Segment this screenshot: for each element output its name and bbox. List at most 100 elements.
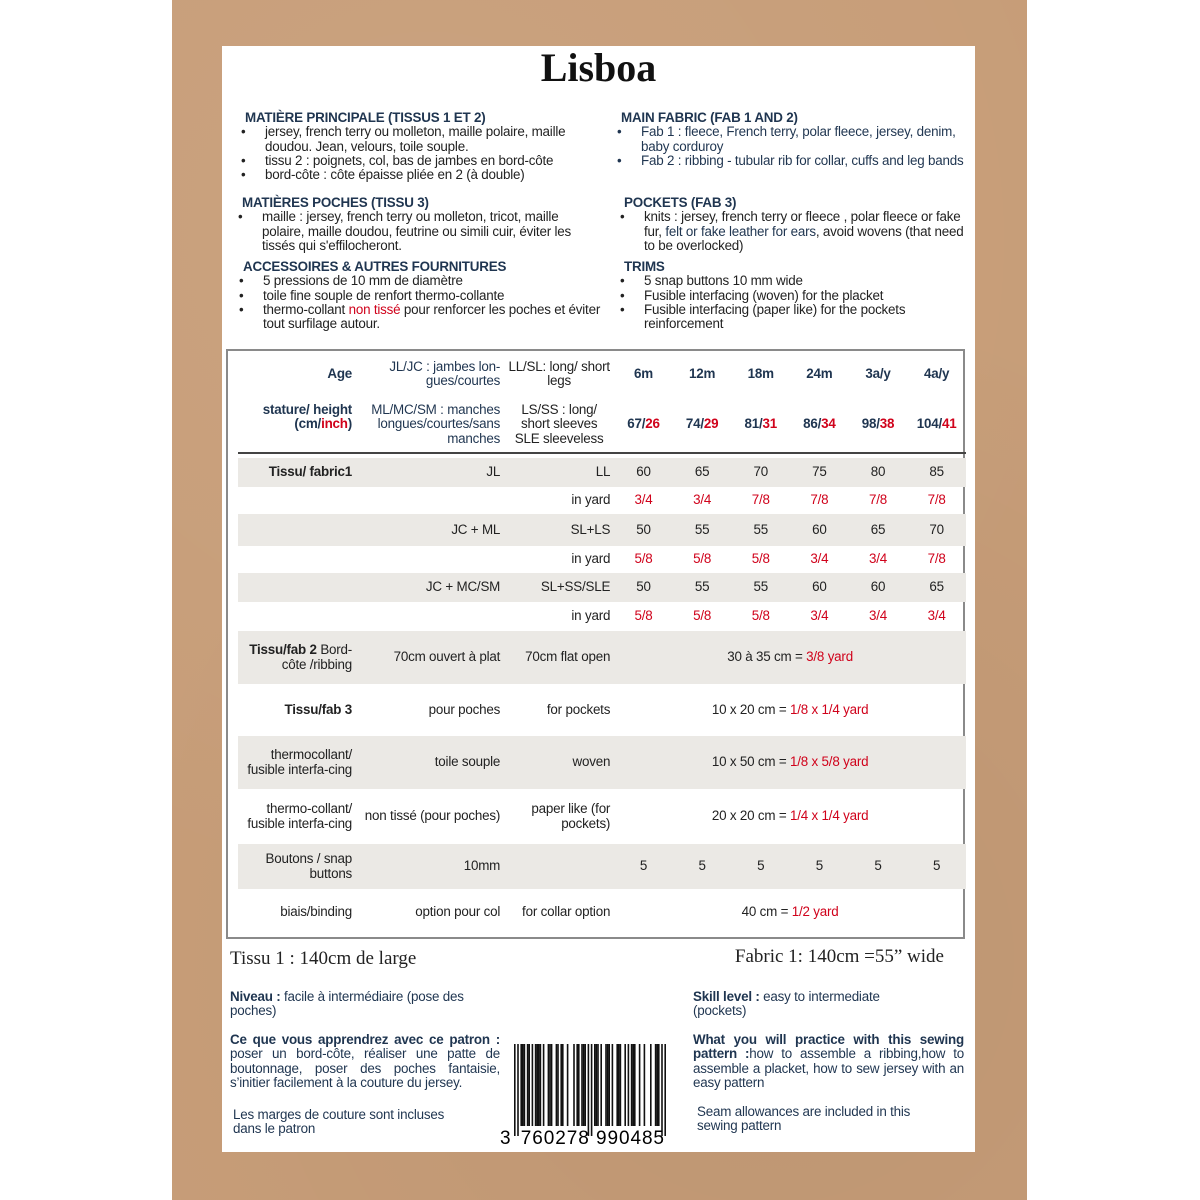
en-detail: for collar option — [522, 903, 611, 919]
row-label: Tissu/fab 3 — [284, 701, 353, 717]
cm-value: 60 — [848, 573, 908, 602]
fr-detail: non tissé (pour poches) — [364, 808, 501, 824]
barcode-bar — [526, 1044, 529, 1126]
row-label — [238, 573, 357, 602]
barcode-bar — [576, 1044, 578, 1126]
barcode-bar — [539, 1044, 542, 1126]
table-row: thermocollant/ fusible interfa-cing toile… — [238, 736, 966, 789]
en-detail: 70cm flat open — [504, 631, 615, 684]
yard-value: 3/4 — [869, 608, 888, 624]
heading: MATIÈRE PRINCIPALE (TISSUS 1 ET 2) — [245, 110, 486, 125]
barcode-bar — [661, 1044, 663, 1136]
heading: ACCESSOIRES & AUTRES FOURNITURES — [243, 259, 507, 274]
table-row: thermo-collant/ fusible interfa-cing non … — [238, 789, 966, 844]
barcode-bar — [520, 1044, 522, 1126]
table-row: JC + MC/SM SL+SS/SLE 50 55 55 60 60 65 — [238, 573, 966, 602]
barcode-bar — [590, 1044, 593, 1136]
barcode-bar — [656, 1044, 658, 1126]
heading: TRIMS — [624, 259, 665, 274]
barcode-bar — [619, 1044, 622, 1126]
table-row: Tissu/fab 3 pour poches for pockets 10 x 20… — [238, 684, 966, 736]
barcode-bar — [547, 1044, 550, 1126]
barcode-bar — [643, 1044, 646, 1126]
row-label: Boutons / snap buttons — [238, 844, 357, 889]
barcode-bar — [582, 1044, 585, 1126]
fabric-width-fr: Tissu 1 : 140cm de large — [230, 948, 417, 969]
heading: MAIN FABRIC (FAB 1 AND 2) — [621, 110, 798, 125]
button-count: 5 — [790, 844, 849, 889]
pattern-sheet: Lisboa MATIÈRE PRINCIPALE (TISSUS 1 ET 2… — [222, 46, 975, 1152]
barcode-bar — [557, 1044, 559, 1126]
yard-value: 7/8 — [751, 492, 770, 508]
text: , avoid wovens (that need to be overlock… — [644, 223, 964, 253]
barcode-bar — [522, 1044, 524, 1126]
yard-value: 3/4 — [810, 551, 829, 567]
row-label — [238, 546, 356, 573]
text: pour renforcer les poches et éviter tout… — [263, 301, 601, 332]
highlight-text: felt or fake leather for ears — [665, 223, 816, 239]
row-label — [238, 487, 356, 514]
barcode-bar — [542, 1044, 545, 1126]
fr-detail: 70cm ouvert à plat — [356, 631, 505, 684]
barcode-bar — [638, 1044, 641, 1126]
cm-value: 75 — [790, 458, 849, 487]
en-variant: SL+SS/SLE — [504, 573, 615, 602]
legend-fr-sleeves: ML/MC/SM : manches longues/courtes/sans … — [356, 397, 505, 454]
fr-detail: toile souple — [356, 736, 505, 789]
size-header: 3a/y — [865, 365, 891, 381]
yard-value: 3/4 — [634, 492, 653, 508]
list-item: jersey, french terry ou molleton, maille… — [241, 125, 601, 154]
yard-value: 5/8 — [693, 551, 712, 567]
level-fr: Niveau : facile à intermédiaire (pose de… — [230, 989, 464, 1019]
button-count: 5 — [731, 844, 791, 889]
yard-value: 7/8 — [927, 551, 946, 567]
size-header: 18m — [747, 365, 774, 381]
barcode-bar — [624, 1044, 626, 1126]
barcode-bar — [549, 1044, 551, 1126]
yard-value: 3/4 — [869, 551, 888, 567]
barcode-bar — [630, 1044, 633, 1126]
fr-detail: option pour col — [415, 903, 501, 919]
yard-label: in yard — [571, 492, 611, 508]
cm-value: 70 — [731, 458, 791, 487]
fr-variant: JC + MC/SM — [356, 573, 505, 602]
list-item: maille : jersey, french terry ou molleto… — [238, 210, 588, 253]
section-main-fabric: MAIN FABRIC (FAB 1 AND 2) Fab 1 : fleece… — [617, 110, 977, 168]
list-item: toile fine souple de renfort thermo-coll… — [239, 288, 609, 303]
yard-label: in yard — [571, 608, 611, 624]
yard-value: 7/8 — [927, 492, 946, 508]
cm-value: 70 — [907, 514, 966, 546]
barcode-bar — [528, 1044, 530, 1126]
barcode-bar — [618, 1044, 620, 1126]
barcode-bar — [560, 1044, 562, 1126]
row-label: Tissu/ fabric1 — [238, 458, 357, 487]
barcode-bar — [594, 1044, 596, 1126]
table-row: Boutons / snap buttons 10mm 5 5 5 5 5 5 — [238, 844, 966, 889]
yard-value: 3/4 — [927, 608, 946, 624]
yard-value: 5/8 — [751, 608, 770, 624]
heading: MATIÈRES POCHES (TISSU 3) — [242, 195, 429, 210]
barcode-bar — [595, 1044, 598, 1126]
barcode-bar — [608, 1044, 610, 1126]
yard-value: 3/4 — [810, 608, 829, 624]
size-header: 6m — [634, 365, 653, 381]
barcode: 3 760278 990485 — [500, 1044, 666, 1146]
height-value: 81/31 — [731, 397, 791, 454]
text: thermo-collant — [263, 301, 349, 317]
quantity: 40 cm = 1/2 yard — [741, 903, 839, 919]
quantity: 30 à 35 cm = 3/8 yard — [614, 631, 966, 684]
seam-allowance-fr: Les marges de couture sont incluses dans… — [233, 1107, 445, 1137]
fr-variant: JL — [356, 458, 505, 487]
height-value: 67/26 — [614, 397, 673, 454]
yard-label: in yard — [571, 551, 611, 567]
barcode-bar — [605, 1044, 607, 1126]
barcode-bar — [523, 1044, 526, 1126]
en-variant: LL — [504, 458, 615, 487]
fr-variant: JC + ML — [356, 514, 505, 546]
height-value: 104/41 — [907, 397, 966, 454]
cm-value: 50 — [614, 514, 673, 546]
cm-value: 55 — [672, 573, 732, 602]
barcode-bar — [584, 1044, 586, 1126]
fr-variant — [356, 546, 504, 573]
barcode-bar — [611, 1044, 614, 1126]
